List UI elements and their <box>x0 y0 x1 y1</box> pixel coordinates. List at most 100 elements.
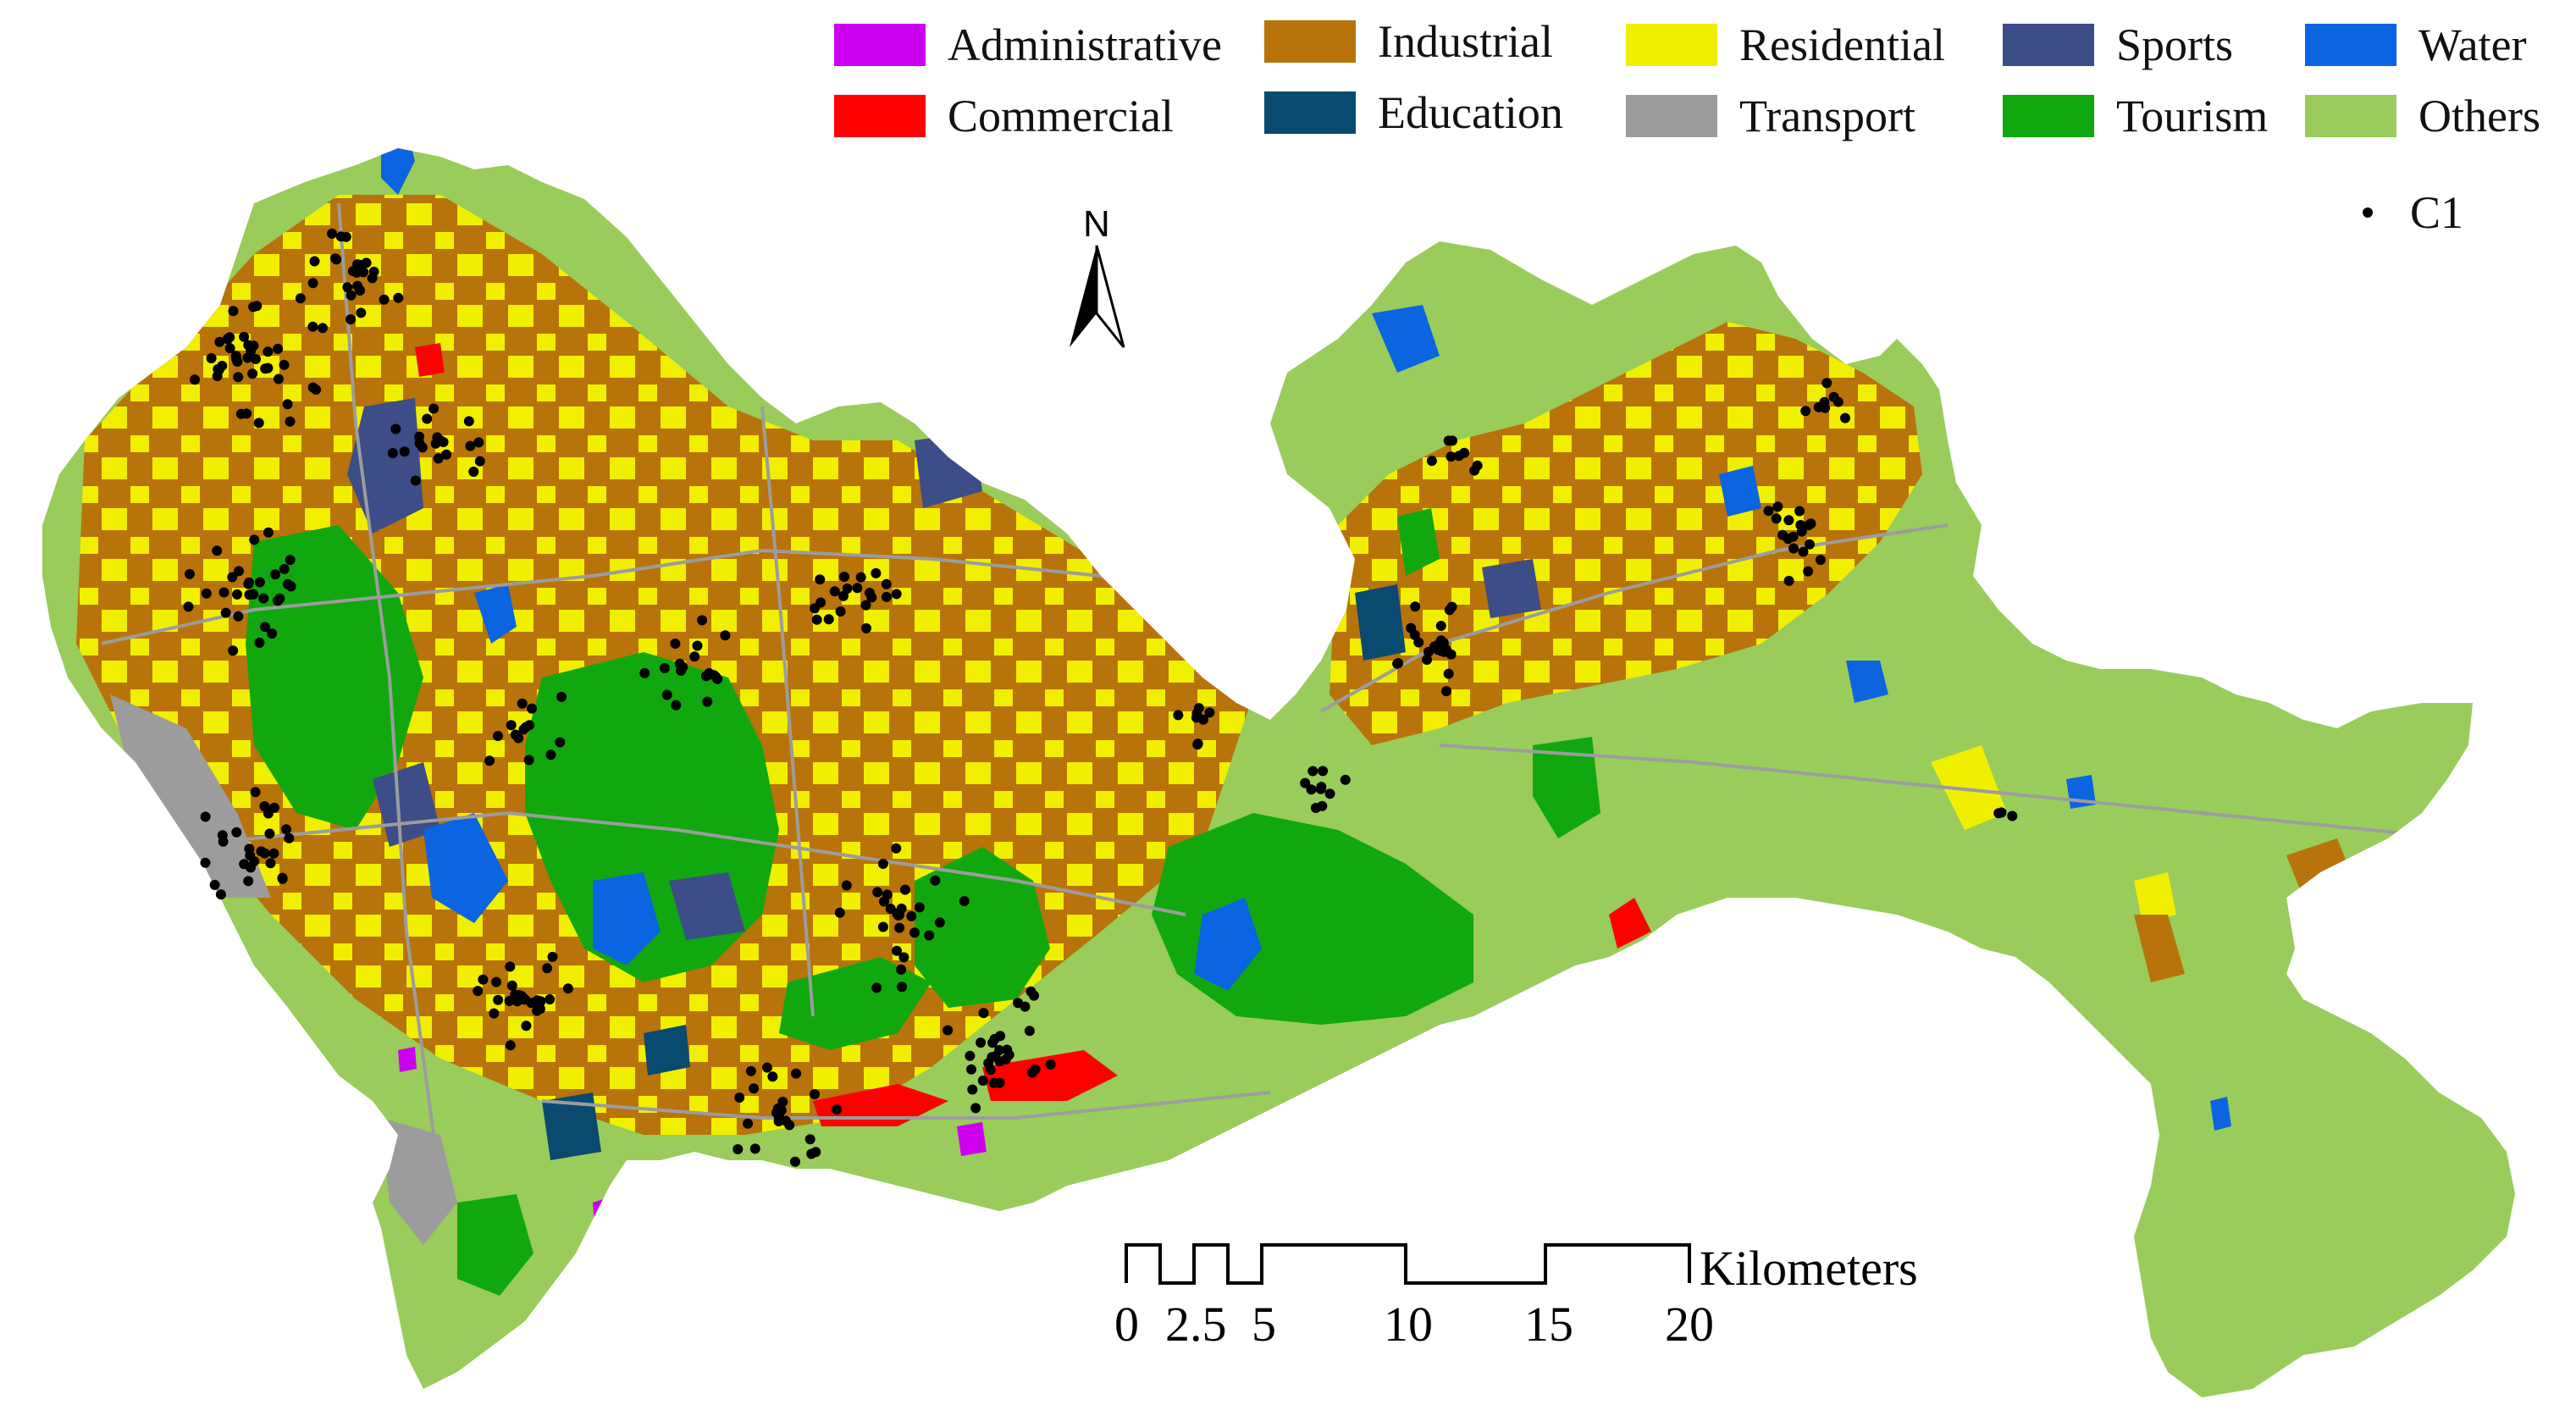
c1-point <box>311 384 322 395</box>
c1-point <box>265 858 276 869</box>
c1-point <box>555 737 566 748</box>
scale-tick-5: 5 <box>1252 1297 1276 1352</box>
c1-point <box>1439 646 1450 657</box>
c1-point <box>866 592 877 603</box>
c1-point <box>218 587 229 598</box>
c1-point <box>959 896 970 906</box>
scale-tick-20: 20 <box>1665 1297 1714 1352</box>
c1-point <box>877 859 888 869</box>
c1-point <box>285 555 296 566</box>
legend-swatch-residential <box>1626 24 1717 66</box>
c1-point <box>249 534 260 545</box>
c1-point <box>227 572 238 583</box>
c1-point <box>810 603 821 614</box>
c1-point <box>390 423 401 434</box>
legend-item-c1: C1 <box>2363 186 2463 239</box>
c1-point <box>513 990 524 1001</box>
c1-point <box>387 448 398 458</box>
c1-point <box>465 440 476 451</box>
c1-point <box>345 290 357 301</box>
c1-point <box>330 253 340 264</box>
c1-point <box>749 1083 760 1094</box>
c1-point <box>200 857 211 868</box>
c1-point <box>422 413 433 424</box>
c1-point <box>1020 1001 1031 1012</box>
c1-point <box>1469 465 1480 476</box>
c1-point <box>352 280 363 291</box>
c1-point <box>1800 406 1811 417</box>
c1-point <box>897 982 908 993</box>
c1-point <box>1173 710 1184 721</box>
c1-point <box>242 352 253 363</box>
c1-point <box>379 294 390 305</box>
legend-item-residential: Residential <box>1626 15 1945 75</box>
c1-point <box>1788 543 1799 554</box>
c1-point <box>274 593 285 604</box>
c1-point <box>1840 412 1850 423</box>
c1-point <box>924 930 935 941</box>
c1-point <box>307 321 318 332</box>
legend-label-water: Water <box>2418 19 2527 70</box>
c1-point <box>815 574 826 585</box>
c1-point <box>978 1008 989 1019</box>
legend-swatch-tourism <box>2003 95 2094 137</box>
c1-point <box>247 368 258 379</box>
legend-item-industrial: Industrial <box>1264 12 1553 71</box>
c1-point <box>639 667 650 678</box>
c1-point <box>1444 605 1455 616</box>
c1-point <box>762 1062 772 1073</box>
c1-point <box>489 1008 500 1019</box>
c1-point <box>1803 520 1814 531</box>
legend-label-residential: Residential <box>1739 19 1945 70</box>
c1-point <box>660 663 670 673</box>
c1-point <box>224 332 235 343</box>
c1-point <box>545 749 556 761</box>
c1-point <box>526 998 537 1009</box>
c1-point <box>1318 766 1329 777</box>
c1-point <box>661 689 672 700</box>
c1-point <box>232 589 242 600</box>
c1-point <box>484 755 495 766</box>
c1-point <box>231 827 242 838</box>
c1-point <box>270 569 281 580</box>
c1-point <box>264 828 275 839</box>
c1-point <box>263 527 274 538</box>
c1-point <box>212 545 223 556</box>
c1-point <box>367 273 378 284</box>
legend-swatch-water <box>2305 24 2396 66</box>
c1-point <box>872 887 883 898</box>
c1-point <box>829 586 840 597</box>
c1-point <box>473 437 484 448</box>
c1-point <box>1045 1059 1056 1070</box>
legend-label-c1: C1 <box>2410 187 2464 238</box>
c1-point <box>233 372 244 383</box>
c1-point <box>258 593 269 604</box>
c1-point <box>882 889 893 900</box>
c1-point <box>505 1040 516 1051</box>
c1-point <box>1783 515 1794 526</box>
north-arrow-label: N <box>1083 203 1110 245</box>
c1-point <box>1324 788 1335 799</box>
c1-point <box>307 278 318 289</box>
c1-point <box>806 1148 817 1159</box>
c1-point <box>1443 435 1454 446</box>
c1-point <box>994 1077 1005 1088</box>
legend-label-others: Others <box>2418 91 2540 141</box>
c1-point <box>898 952 909 963</box>
c1-point <box>871 567 882 578</box>
c1-point <box>239 859 250 870</box>
c1-point <box>260 363 271 374</box>
c1-point <box>1426 456 1437 467</box>
c1-point <box>767 1071 778 1082</box>
c1-point <box>417 442 428 453</box>
legend-label-administrative: Administrative <box>948 19 1222 70</box>
c1-point <box>340 231 351 242</box>
c1-point <box>1191 708 1202 719</box>
c1-point <box>244 577 254 588</box>
c1-point <box>676 665 687 676</box>
legend-label-tourism: Tourism <box>2116 91 2269 141</box>
c1-point <box>430 438 441 449</box>
c1-point <box>871 982 882 993</box>
c1-point <box>274 373 284 384</box>
scale-tick-10: 10 <box>1384 1297 1433 1352</box>
